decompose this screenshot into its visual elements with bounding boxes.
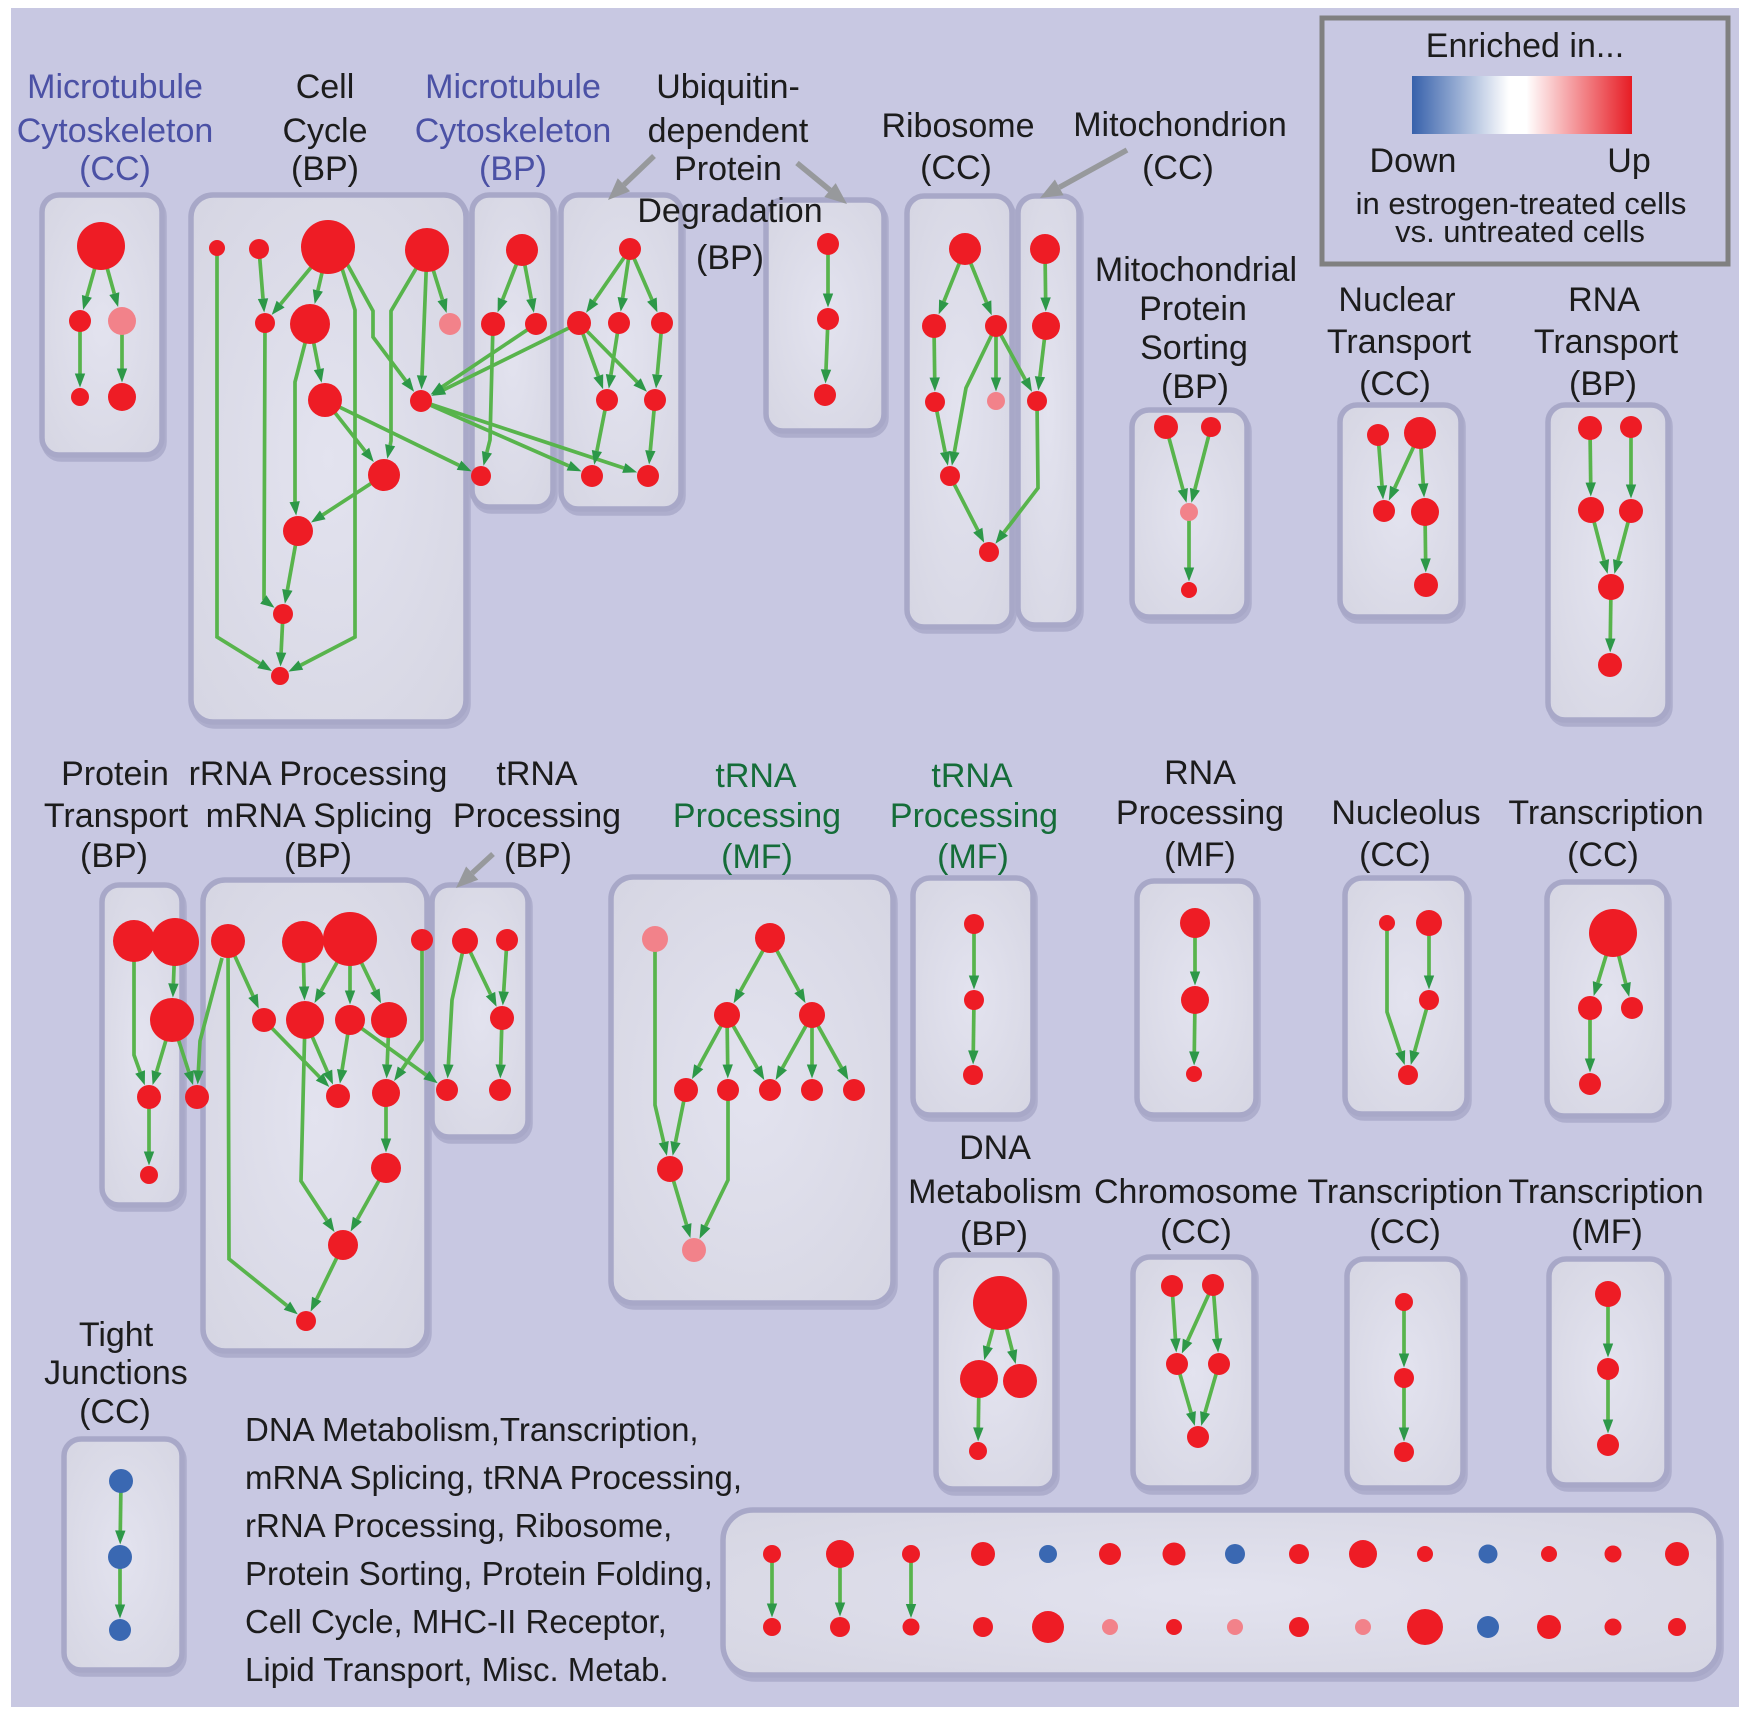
svg-text:Nuclear: Nuclear	[1338, 281, 1455, 319]
svg-text:Mitochondrial: Mitochondrial	[1095, 251, 1297, 289]
svg-text:Ribosome: Ribosome	[881, 107, 1034, 145]
svg-text:Cytoskeleton: Cytoskeleton	[17, 112, 214, 150]
svg-text:(MF): (MF)	[1164, 836, 1236, 874]
svg-text:(BP): (BP)	[479, 150, 547, 188]
svg-text:Lipid Transport, Misc. Metab.: Lipid Transport, Misc. Metab.	[245, 1651, 669, 1688]
svg-text:vs. untreated cells: vs. untreated cells	[1395, 214, 1645, 249]
svg-text:Sorting: Sorting	[1140, 329, 1248, 367]
svg-text:Enriched in...: Enriched in...	[1426, 27, 1624, 65]
svg-text:(BP): (BP)	[284, 837, 352, 875]
svg-text:(CC): (CC)	[1359, 836, 1431, 874]
svg-text:Ubiquitin-: Ubiquitin-	[656, 68, 800, 106]
svg-text:Cell Cycle, MHC-II Receptor,: Cell Cycle, MHC-II Receptor,	[245, 1603, 667, 1640]
svg-text:Nucleolus: Nucleolus	[1331, 794, 1480, 832]
svg-text:(CC): (CC)	[1142, 149, 1214, 187]
svg-text:(MF): (MF)	[937, 838, 1009, 876]
svg-text:Transport: Transport	[1534, 323, 1679, 361]
svg-text:tRNA: tRNA	[496, 755, 578, 793]
svg-text:DNA Metabolism,Transcription,: DNA Metabolism,Transcription,	[245, 1411, 699, 1448]
svg-text:rRNA Processing, Ribosome,: rRNA Processing, Ribosome,	[245, 1507, 672, 1544]
svg-text:(MF): (MF)	[721, 838, 793, 876]
svg-text:rRNA Processing: rRNA Processing	[189, 755, 448, 793]
svg-text:(BP): (BP)	[960, 1215, 1028, 1253]
svg-text:Transcription: Transcription	[1508, 1173, 1703, 1211]
svg-text:(BP): (BP)	[1161, 368, 1229, 406]
svg-text:Down: Down	[1370, 142, 1457, 180]
svg-text:(CC): (CC)	[79, 1393, 151, 1431]
svg-text:Protein: Protein	[674, 150, 782, 188]
svg-text:(BP): (BP)	[80, 837, 148, 875]
svg-text:(CC): (CC)	[1369, 1213, 1441, 1251]
svg-text:Up: Up	[1607, 142, 1650, 180]
svg-text:Processing: Processing	[453, 797, 621, 835]
svg-text:Processing: Processing	[890, 797, 1058, 835]
svg-text:(CC): (CC)	[79, 150, 151, 188]
svg-text:DNA: DNA	[959, 1129, 1031, 1167]
svg-text:(CC): (CC)	[1567, 836, 1639, 874]
svg-text:Degradation: Degradation	[637, 192, 822, 230]
svg-text:Protein Sorting, Protein Foldi: Protein Sorting, Protein Folding,	[245, 1555, 713, 1592]
svg-text:Metabolism: Metabolism	[908, 1173, 1082, 1211]
svg-text:Tight: Tight	[79, 1316, 154, 1354]
svg-text:Cytoskeleton: Cytoskeleton	[415, 112, 612, 150]
svg-text:(BP): (BP)	[291, 150, 359, 188]
svg-text:tRNA: tRNA	[715, 757, 797, 795]
svg-text:Processing: Processing	[673, 797, 841, 835]
svg-text:RNA: RNA	[1164, 754, 1236, 792]
svg-text:RNA: RNA	[1568, 281, 1640, 319]
svg-text:Mitochondrion: Mitochondrion	[1073, 106, 1287, 144]
svg-text:(BP): (BP)	[696, 239, 764, 277]
svg-text:Processing: Processing	[1116, 794, 1284, 832]
svg-text:mRNA Splicing, tRNA Processing: mRNA Splicing, tRNA Processing,	[245, 1459, 742, 1496]
svg-text:(MF): (MF)	[1571, 1213, 1643, 1251]
svg-text:(CC): (CC)	[1160, 1213, 1232, 1251]
svg-text:mRNA Splicing: mRNA Splicing	[206, 797, 433, 835]
svg-text:Transport: Transport	[1327, 323, 1472, 361]
svg-text:Cell: Cell	[296, 68, 355, 106]
svg-text:Transport: Transport	[44, 797, 189, 835]
svg-text:Protein: Protein	[1139, 290, 1247, 328]
svg-text:in estrogen-treated cells: in estrogen-treated cells	[1356, 186, 1687, 221]
svg-text:(BP): (BP)	[504, 837, 572, 875]
svg-text:Chromosome: Chromosome	[1094, 1173, 1298, 1211]
svg-text:tRNA: tRNA	[931, 757, 1013, 795]
svg-text:Microtubule: Microtubule	[27, 68, 203, 106]
svg-text:Protein: Protein	[61, 755, 169, 793]
svg-text:(CC): (CC)	[920, 149, 992, 187]
svg-text:Cycle: Cycle	[282, 112, 367, 150]
svg-text:(CC): (CC)	[1359, 365, 1431, 403]
svg-text:Transcription: Transcription	[1508, 794, 1703, 832]
svg-text:(BP): (BP)	[1569, 365, 1637, 403]
svg-text:Transcription: Transcription	[1307, 1173, 1502, 1211]
svg-text:dependent: dependent	[648, 112, 809, 150]
svg-text:Junctions: Junctions	[44, 1354, 188, 1392]
svg-text:Microtubule: Microtubule	[425, 68, 601, 106]
